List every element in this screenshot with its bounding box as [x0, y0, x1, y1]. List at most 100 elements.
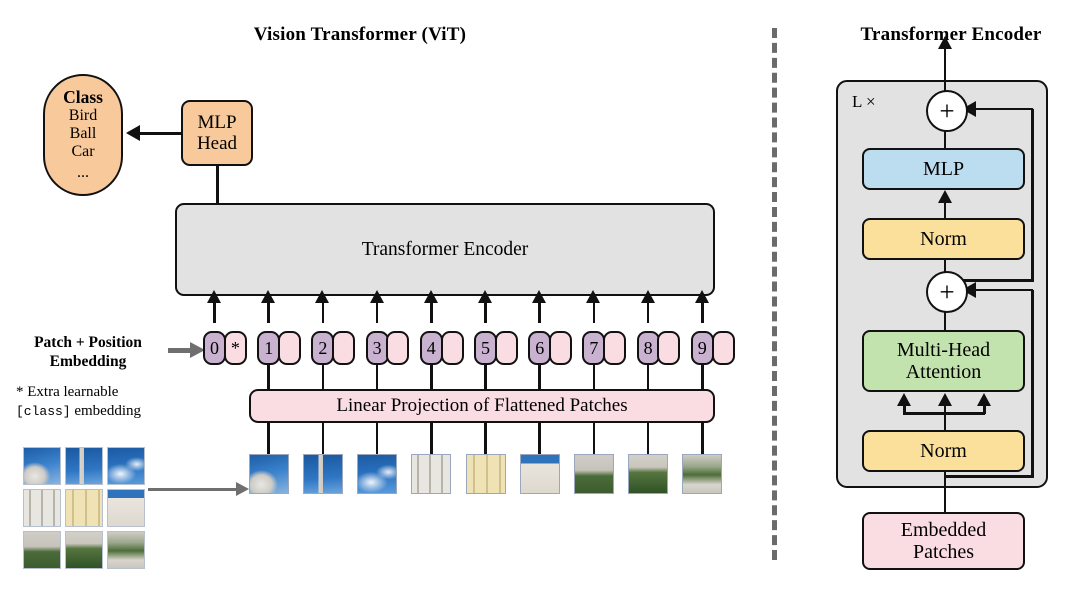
patch-to-projection-line [484, 423, 487, 454]
token-to-encoder-line [375, 303, 379, 323]
mlp-block: MLP [862, 148, 1025, 190]
token-2: 2 [311, 331, 356, 365]
embedded-patches-block: Embedded Patches [862, 512, 1025, 570]
class-output-box: Class Bird Ball Car ... [43, 74, 123, 196]
mlp-block-label: MLP [922, 157, 965, 180]
token-1: 1 [257, 331, 301, 365]
projection-to-token-line [375, 365, 379, 389]
linear-projection-box: Linear Projection of Flattened Patches [249, 389, 715, 423]
norm-bottom-label: Norm [920, 439, 967, 462]
projection-to-token-line [267, 365, 270, 389]
token-patch-pill [386, 331, 410, 365]
mlp-head-connector [216, 166, 219, 204]
token-to-encoder-arrowhead [640, 290, 655, 303]
grid-to-row-arrowhead [236, 482, 249, 496]
token-position-pill: 3 [365, 331, 389, 365]
token-5: 5 [474, 331, 518, 365]
embedding-pointer-line [168, 348, 190, 353]
residual-top-hline-high [975, 107, 1033, 111]
token-3: 3 [365, 331, 410, 365]
token-to-encoder-line [538, 303, 541, 323]
flattened-patch-3 [357, 454, 398, 494]
class-item: ... [77, 164, 89, 182]
mlp-head-line2: Head [196, 133, 238, 154]
token-to-encoder-line [430, 303, 433, 323]
flattened-patch-8 [628, 454, 669, 494]
source-image-patch-6 [107, 489, 145, 527]
qkv-arrowhead-k [937, 393, 952, 406]
residual-bottom-vline-center [943, 472, 947, 514]
projection-to-token-line [701, 365, 704, 389]
flattened-patch-5 [465, 454, 506, 494]
token-to-encoder-arrowhead [694, 290, 709, 303]
token-patch-pill [332, 331, 356, 365]
encoder-output-arrowhead [937, 36, 952, 49]
token-position-pill: 7 [582, 331, 606, 365]
projection-to-token-line [484, 365, 487, 389]
repeat-count-label: L × [852, 92, 876, 111]
panel-divider [772, 28, 777, 560]
token-patch-pill [603, 331, 627, 365]
transformer-encoder-label: Transformer Encoder [361, 238, 529, 260]
projection-to-token-line [430, 365, 433, 389]
token-to-encoder-arrowhead [261, 290, 276, 303]
footnote-line2: [class] embedding [16, 402, 191, 421]
source-image-patch-5 [65, 489, 103, 527]
patch-to-projection-line [701, 423, 704, 454]
class-item: Car [71, 143, 95, 161]
patch-to-projection-line [321, 423, 325, 454]
token-patch-pill [657, 331, 681, 365]
token-position-pill: 8 [636, 331, 660, 365]
token-to-encoder-line [646, 303, 650, 323]
flattened-patch-4 [411, 454, 452, 494]
token-to-encoder-line [267, 303, 270, 323]
qkv-line-k [943, 404, 947, 432]
embedding-label-line1: Patch + Position [34, 334, 142, 351]
token-to-encoder-arrowhead [586, 290, 601, 303]
norm-top-block: Norm [862, 218, 1025, 260]
patch-to-projection-line [375, 423, 379, 454]
flattened-patch-1 [248, 454, 289, 494]
patch-to-projection-line [430, 423, 433, 454]
token-position-pill: 5 [474, 331, 497, 365]
token-to-encoder-arrowhead [315, 290, 330, 303]
token-to-encoder-arrowhead [478, 290, 492, 303]
patch-to-projection-line [267, 423, 270, 454]
token-position-pill: 2 [311, 331, 335, 365]
token-to-encoder-arrowhead [423, 290, 438, 303]
left-panel-title: Vision Transformer (ViT) [253, 24, 467, 45]
embedding-pointer-arrowhead [190, 342, 205, 358]
qkv-line-q [903, 404, 906, 414]
footnote-line1: * Extra learnable [16, 384, 119, 400]
norm-to-mlp-arrowhead [937, 190, 952, 203]
patch-position-embedding-label: Patch + Position Embedding [8, 334, 168, 371]
projection-to-token-line [538, 365, 541, 389]
qkv-arrowhead-v [977, 393, 991, 406]
token-to-encoder-arrowhead [207, 290, 221, 303]
qkv-arrowhead-q [897, 393, 911, 406]
token-7: 7 [582, 331, 627, 365]
class-item: Ball [69, 125, 97, 143]
token-8: 8 [636, 331, 681, 365]
patch-to-projection-line [592, 423, 596, 454]
linear-projection-label: Linear Projection of Flattened Patches [336, 395, 628, 417]
mlp-to-class-line [140, 132, 182, 135]
residual-top-vline-right [1031, 109, 1034, 282]
token-position-pill: 1 [257, 331, 281, 365]
grid-to-row-line [148, 488, 236, 491]
flattened-patch-7 [573, 454, 614, 494]
token-9: 9 [690, 331, 735, 365]
source-image-patch-7 [23, 531, 61, 569]
source-image-patch-8 [65, 531, 103, 569]
mlp-head-box: MLP Head [181, 100, 253, 166]
token-patch-pill [278, 331, 301, 365]
token-patch-pill: * [223, 331, 247, 365]
embedding-label-line2: Embedding [49, 352, 127, 370]
token-patch-pill [711, 331, 735, 365]
source-image-patch-3 [107, 447, 145, 485]
token-to-encoder-line [484, 303, 487, 323]
residual-add-bottom: + [926, 271, 968, 313]
flattened-patch-9 [682, 454, 723, 494]
class-token-code: [class] [16, 403, 71, 419]
token-6: 6 [528, 331, 572, 365]
